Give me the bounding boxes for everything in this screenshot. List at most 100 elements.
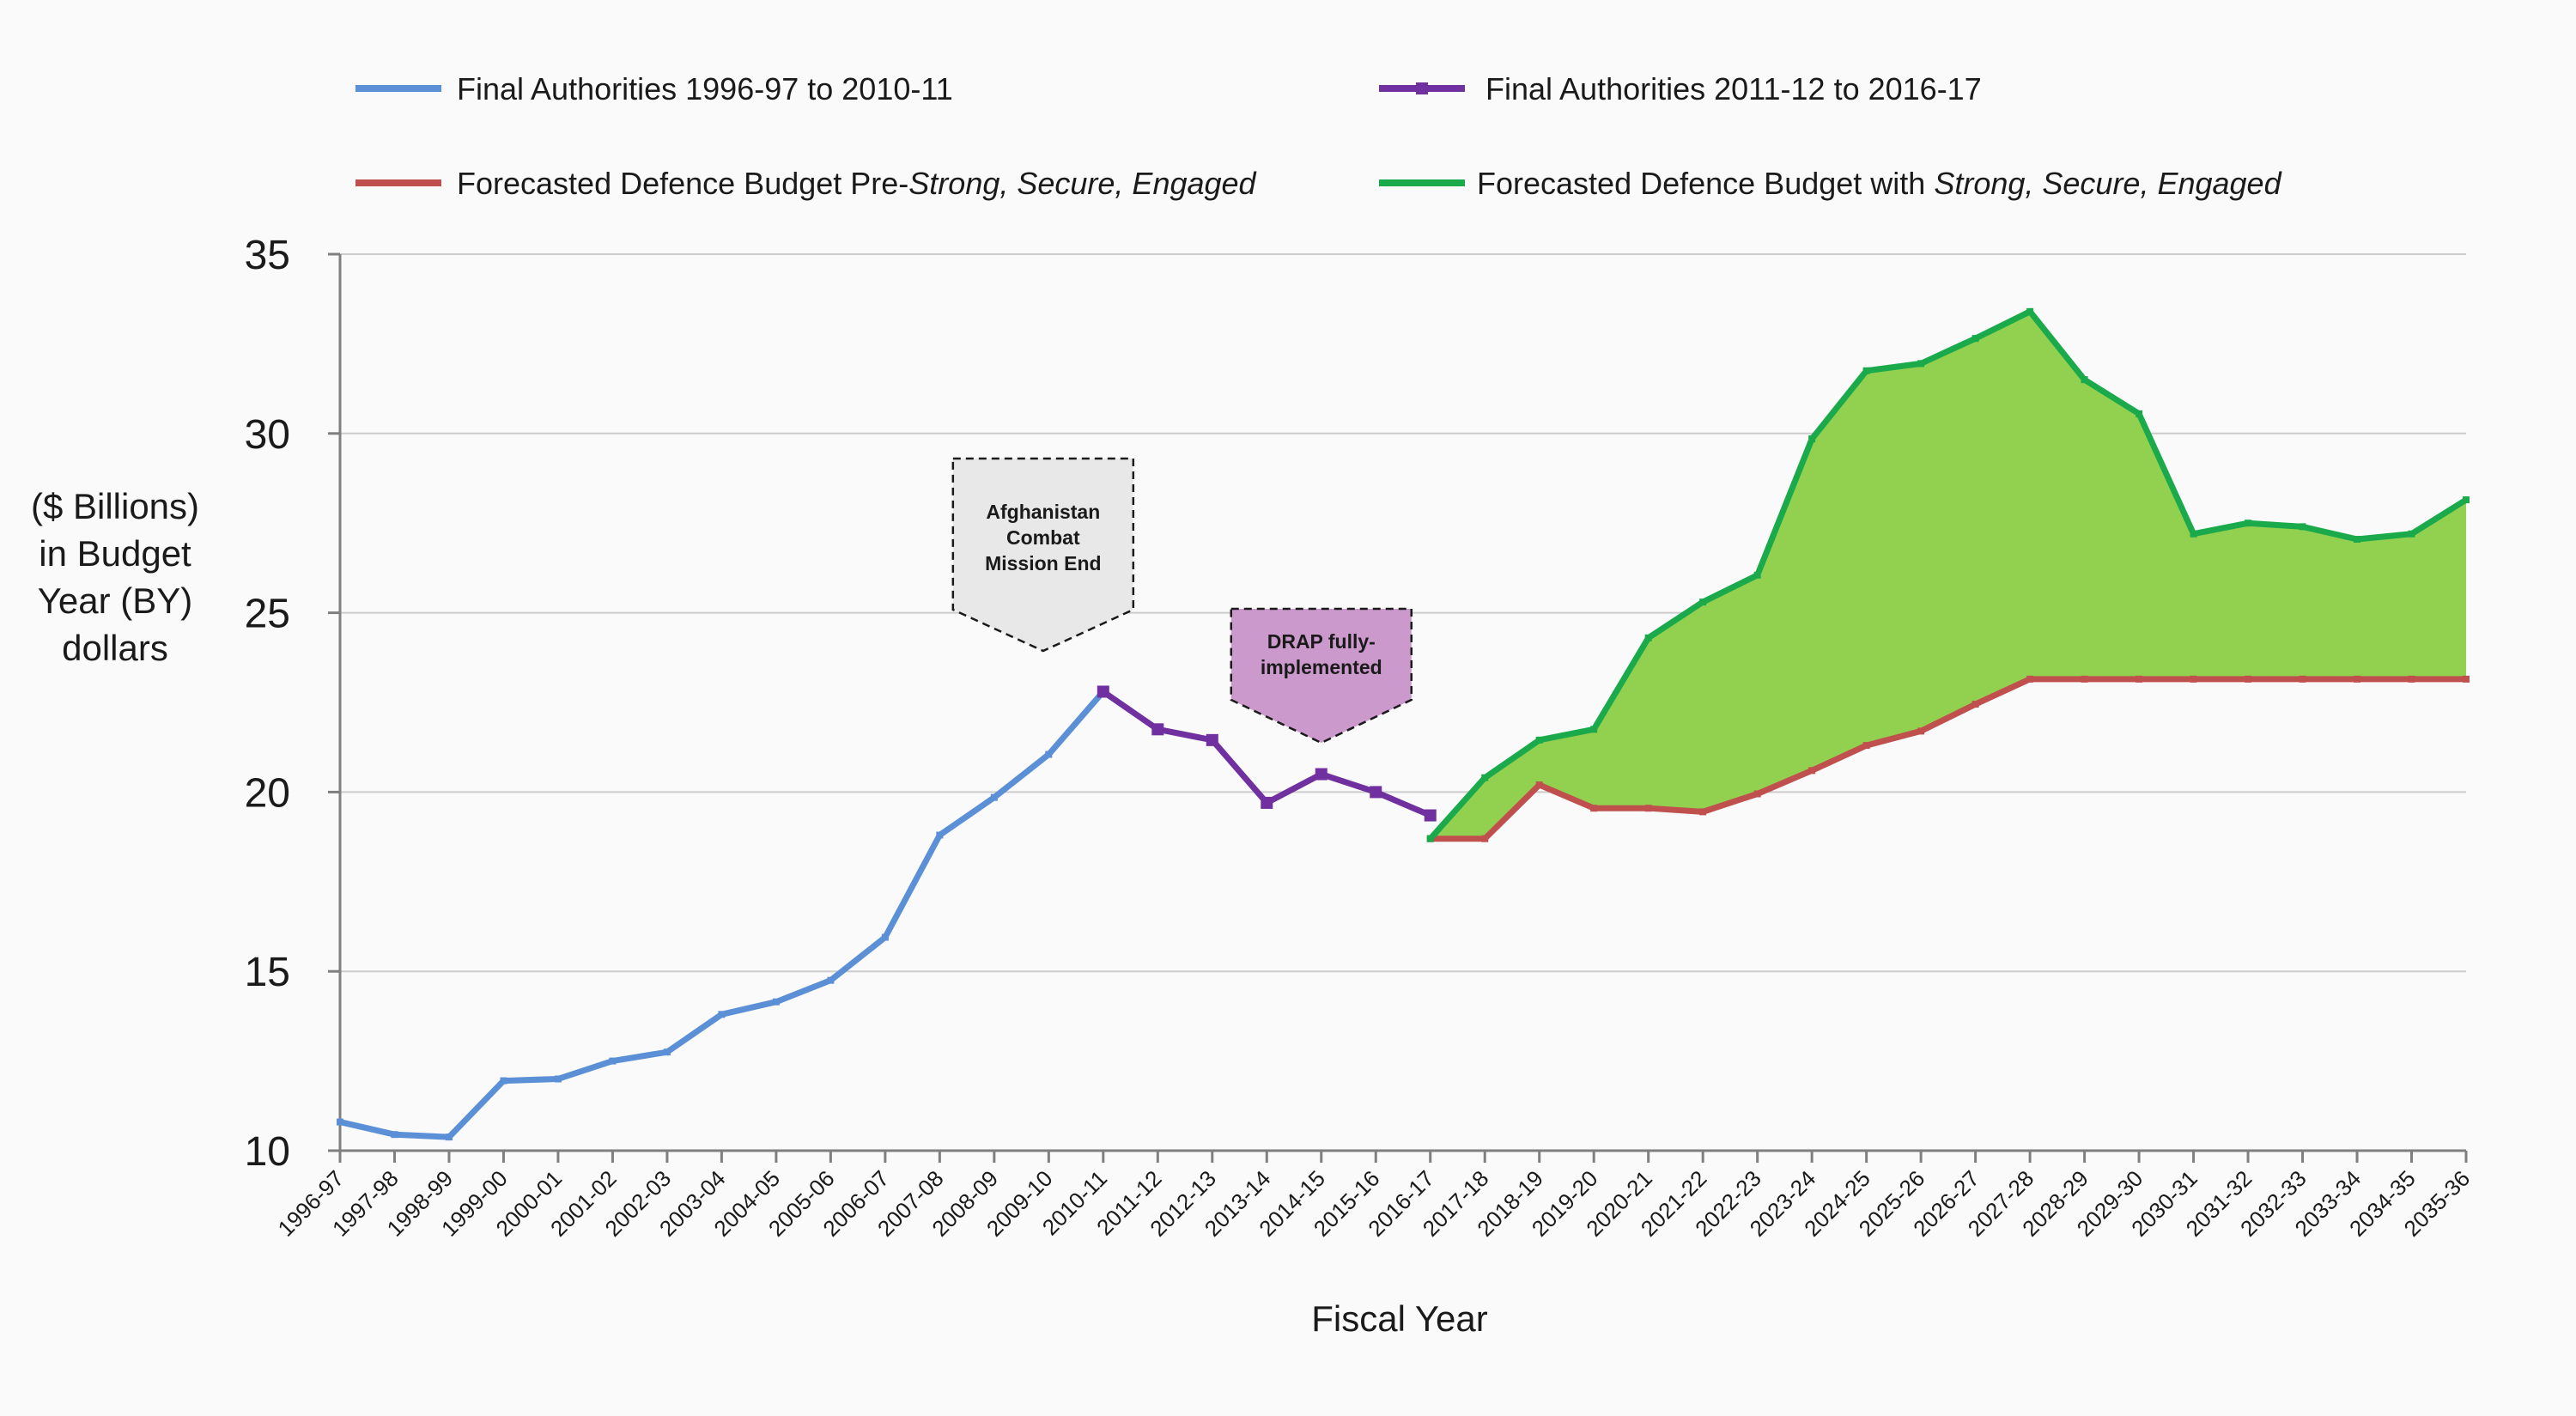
series-4-point xyxy=(1535,736,1543,744)
series-4 xyxy=(1426,307,2470,842)
legend-label: Final Authorities 2011-12 to 2016-17 xyxy=(1485,71,1982,106)
series-3-point xyxy=(2245,675,2252,683)
forecast-gap-area xyxy=(1430,311,2466,839)
series-1 xyxy=(337,688,1107,1141)
forecast-gap-fill xyxy=(1430,311,2466,839)
y-tick-label: 10 xyxy=(245,1129,290,1175)
y-tick-label: 30 xyxy=(245,412,290,458)
legend-item-1: Final Authorities 1996-97 to 2010-11 xyxy=(355,71,953,106)
y-tick-label: 15 xyxy=(245,950,290,995)
series-1-point xyxy=(337,1118,343,1126)
series-3-point xyxy=(2136,675,2143,683)
y-axis-title-line: Year (BY) xyxy=(38,580,193,621)
callout-2-label: DRAP fully- xyxy=(1267,630,1376,653)
series-3-point xyxy=(1862,742,1870,750)
series-3-point xyxy=(2463,675,2470,683)
series-1-point xyxy=(718,1011,726,1018)
legend-item-4: Forecasted Defence Budget with Strong, S… xyxy=(1379,166,2282,201)
series-2-point xyxy=(1370,786,1382,799)
legend-item-2: Final Authorities 2011-12 to 2016-17 xyxy=(1379,71,1982,106)
callouts: Afghanistan Combat Mission End DRAP fully-i… xyxy=(951,457,1413,744)
series-4-point xyxy=(1590,726,1598,733)
series-3 xyxy=(1426,675,2470,842)
legend: Final Authorities 1996-97 to 2010-11 Fina… xyxy=(355,71,2282,201)
series-2-point xyxy=(1151,723,1164,736)
series-4-point xyxy=(2354,535,2361,543)
series-2-point xyxy=(1097,685,1109,698)
series-1-point xyxy=(445,1133,453,1141)
series-4-point xyxy=(2026,307,2034,315)
series-3-point xyxy=(1535,781,1543,789)
legend-item-3: Forecasted Defence Budget Pre-Strong, Se… xyxy=(355,166,1257,201)
series-4-point xyxy=(1753,571,1761,579)
callout-2-shape xyxy=(1230,607,1413,744)
y-axis-title: ($ Billions) in Budget Year (BY) dollars xyxy=(31,486,199,668)
series-1-point xyxy=(990,793,998,801)
series-1-point xyxy=(1045,751,1053,758)
legend-swatch-marker xyxy=(395,85,402,92)
x-tick-labels: 1996-971997-981998-991999-002000-012001-… xyxy=(273,1165,2476,1242)
series-1-line xyxy=(339,690,1106,1140)
y-tick-label: 35 xyxy=(245,233,290,278)
x-axis-title: Fiscal Year xyxy=(1311,1298,1487,1339)
series-1-point xyxy=(554,1075,562,1083)
series-2-point xyxy=(1206,733,1218,746)
callout-1-label: Afghanistan xyxy=(986,501,1100,523)
series-4-point xyxy=(1644,634,1652,641)
series-4-point xyxy=(2299,523,2306,531)
series-1-point xyxy=(609,1057,617,1065)
series-4-line xyxy=(1428,308,2468,842)
callout-1-label: Combat xyxy=(1006,526,1080,549)
series-4-point xyxy=(2136,410,2143,417)
legend-label: Forecasted Defence Budget with Strong, S… xyxy=(1477,166,2282,201)
legend-swatch-marker xyxy=(1419,179,1425,186)
series-3-point xyxy=(2190,675,2197,683)
series-3-line xyxy=(1430,676,2466,842)
series-3-point xyxy=(1808,767,1816,775)
series-1-point xyxy=(827,976,835,984)
series-2 xyxy=(1097,685,1437,822)
series-3-point xyxy=(2081,675,2088,683)
y-axis-title-line: in Budget xyxy=(39,533,191,574)
callout-2-label: implemented xyxy=(1261,656,1382,678)
series-2-point xyxy=(1261,796,1273,809)
series-3-point xyxy=(1917,727,1925,735)
series-1-point xyxy=(500,1077,507,1085)
series-2-point xyxy=(1424,809,1437,822)
series-4-point xyxy=(1699,599,1707,606)
callout-2: DRAP fully-implemented xyxy=(1230,607,1413,744)
series-3-point xyxy=(1644,805,1652,812)
y-tick-label: 20 xyxy=(245,770,290,816)
legend-swatch-marker xyxy=(1416,82,1428,94)
series-4-point xyxy=(2190,530,2197,538)
series-1-point xyxy=(663,1048,671,1056)
series-3-point xyxy=(1699,808,1707,816)
series-4-point xyxy=(2463,496,2470,504)
series-1-point xyxy=(391,1131,398,1139)
series-4-point xyxy=(2245,520,2252,527)
series-1-point xyxy=(881,933,889,941)
callout-1: Afghanistan Combat Mission End xyxy=(951,457,1135,653)
series-3-point xyxy=(2026,675,2034,683)
legend-swatch-marker xyxy=(395,179,402,186)
legend-label: Forecasted Defence Budget Pre-Strong, Se… xyxy=(457,166,1257,201)
series-lines xyxy=(337,307,2470,1141)
series-4-point xyxy=(1971,335,1979,343)
callout-1-shape xyxy=(951,457,1135,653)
series-3-point xyxy=(1971,701,1979,708)
series-3-point xyxy=(2354,675,2361,683)
y-tick-label: 25 xyxy=(245,592,290,637)
series-4-point xyxy=(1808,435,1816,443)
y-tick-labels: 10 15 20 25 30 35 xyxy=(245,233,290,1175)
series-1-point xyxy=(936,831,944,839)
series-4-point xyxy=(1426,835,1434,842)
series-3-point xyxy=(2408,675,2415,683)
legend-label: Final Authorities 1996-97 to 2010-11 xyxy=(457,71,953,106)
series-4-point xyxy=(2081,376,2088,384)
series-2-point xyxy=(1315,768,1327,781)
y-axis-title-line: dollars xyxy=(62,628,168,668)
y-axis-title-line: ($ Billions) xyxy=(31,486,199,526)
series-4-point xyxy=(1481,774,1489,781)
series-3-point xyxy=(2299,675,2306,683)
